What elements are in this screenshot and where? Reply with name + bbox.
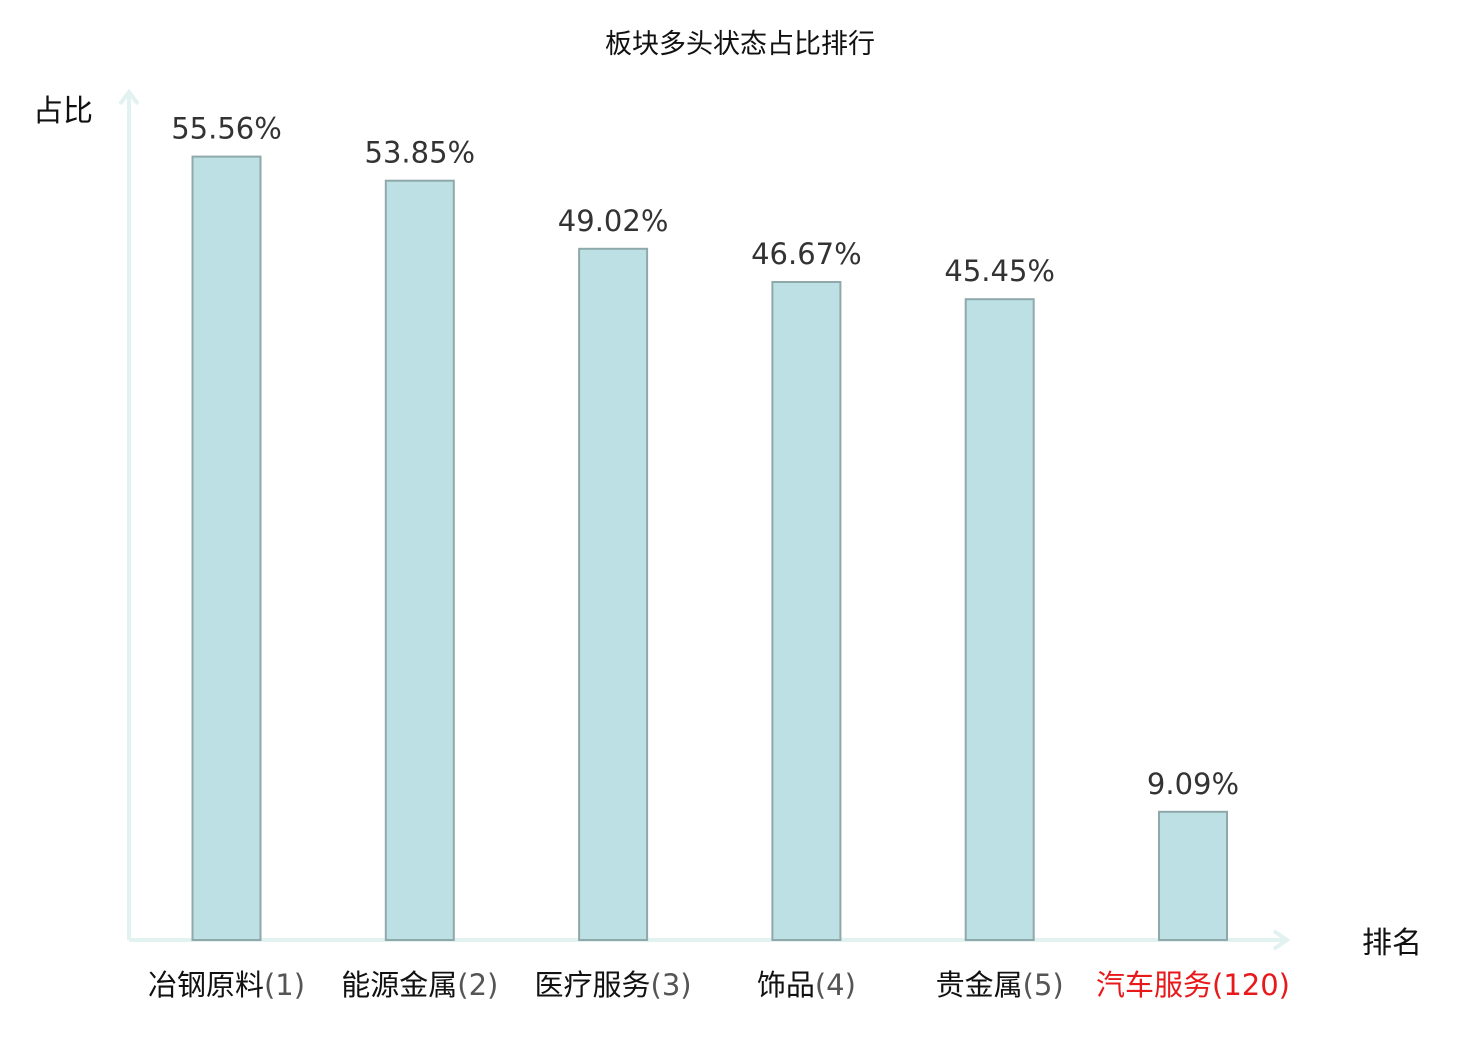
bars-group (191, 155, 1228, 942)
bar (384, 179, 455, 941)
category-name: 汽车服务 (1096, 968, 1212, 1002)
value-label: 49.02% (558, 204, 669, 238)
y-axis-label: 占比 (33, 94, 93, 129)
bar (1158, 810, 1228, 941)
category-name: 贵金属 (936, 968, 1023, 1002)
value-label: 45.45% (944, 254, 1055, 288)
category-rank: (120) (1212, 968, 1290, 1002)
category-label: 汽车服务(120) (1096, 968, 1290, 1002)
category-rank: (2) (457, 968, 498, 1002)
category-name: 冶钢原料 (148, 968, 264, 1002)
x-axis-label: 排名 (1362, 926, 1422, 961)
category-rank: (1) (264, 968, 305, 1002)
category-name: 医疗服务 (535, 968, 651, 1002)
bar (964, 298, 1035, 941)
bar (191, 155, 262, 942)
category-name: 能源金属 (341, 968, 457, 1002)
category-label: 贵金属(5) (936, 968, 1064, 1002)
axes (118, 88, 1291, 951)
category-label: 医疗服务(3) (535, 968, 692, 1002)
x-axis-arrow (1272, 929, 1291, 951)
value-label: 9.09% (1147, 767, 1239, 801)
category-rank: (4) (815, 968, 856, 1002)
bar (771, 281, 842, 941)
category-label: 饰品(4) (757, 968, 856, 1002)
value-label: 53.85% (365, 136, 476, 170)
category-label: 能源金属(2) (341, 968, 498, 1002)
value-label: 55.56% (171, 112, 282, 146)
value-label: 46.67% (751, 237, 862, 271)
category-name: 饰品 (757, 968, 815, 1002)
category-labels-group: 冶钢原料(1) 能源金属(2) 医疗服务(3) 饰品(4) 贵金属(5) 汽车服务(120… (148, 968, 1290, 1002)
category-rank: (3) (651, 968, 692, 1002)
value-labels-group: 55.56% 53.85% 49.02% 46.67% 45.45% 9.09% (171, 112, 1239, 801)
chart-title: 板块多头状态占比排行 (605, 29, 875, 60)
bar (578, 247, 649, 942)
category-rank: (5) (1023, 968, 1064, 1002)
y-axis-arrow (118, 88, 140, 106)
category-label: 冶钢原料(1) (148, 968, 305, 1002)
